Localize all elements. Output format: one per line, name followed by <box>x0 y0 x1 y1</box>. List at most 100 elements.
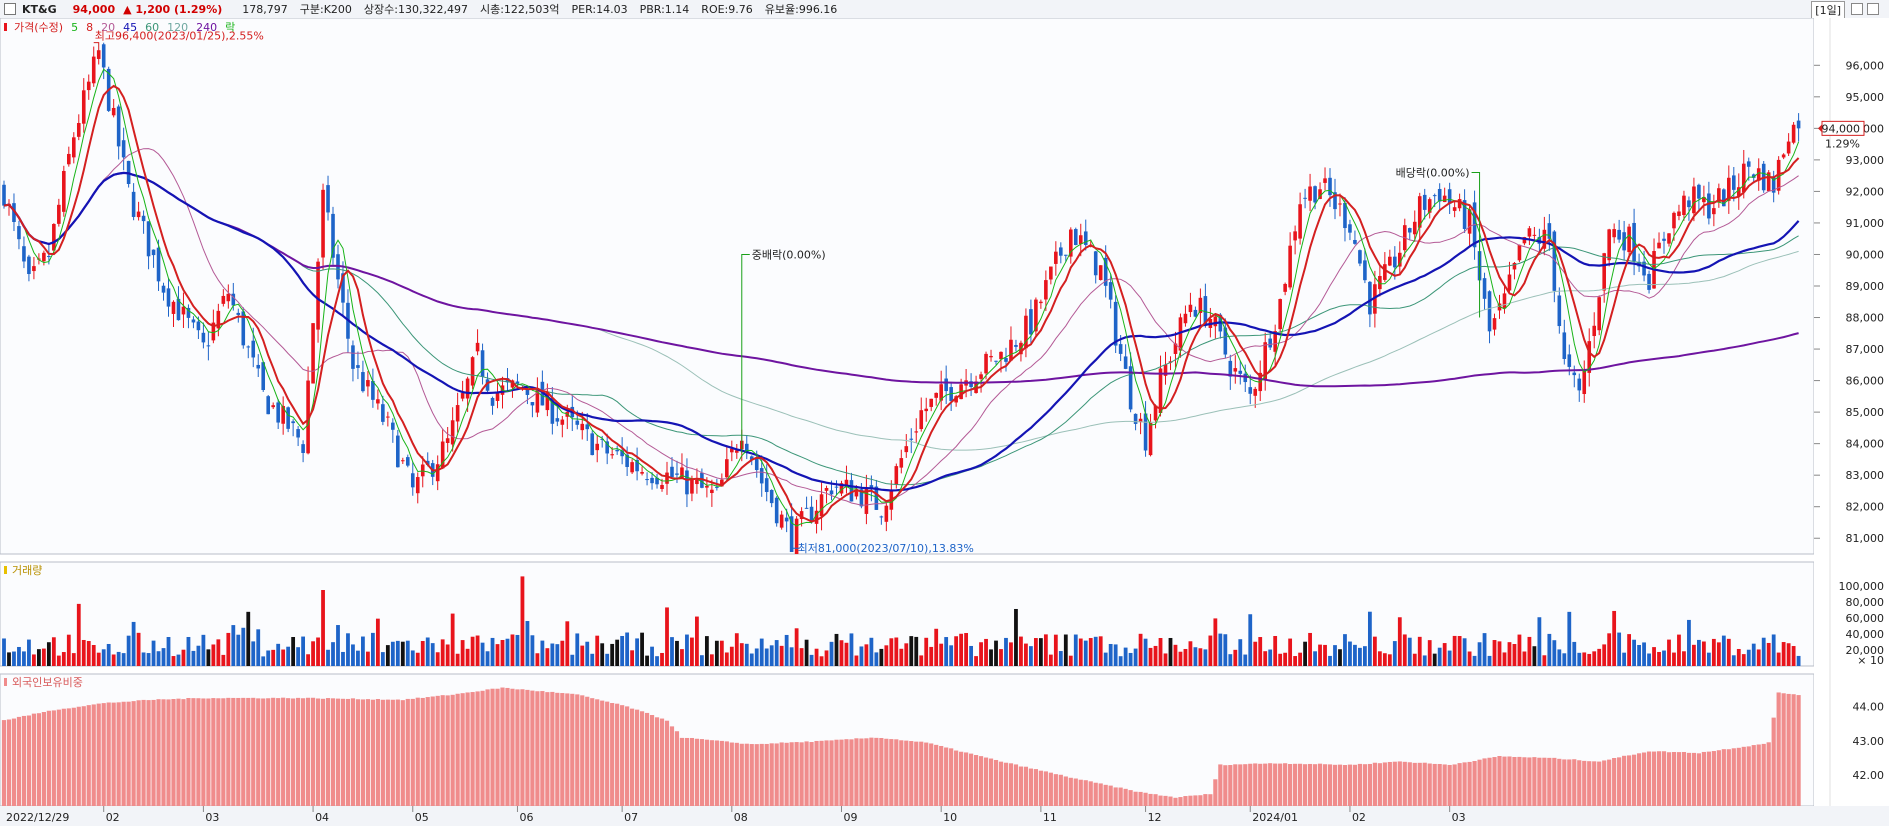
minimize-icon[interactable] <box>1851 3 1863 15</box>
volume-bar <box>61 652 66 666</box>
foreign-ratio-bar <box>615 703 620 806</box>
volume-bar <box>974 656 978 666</box>
info-market-cap: 시총:122,503억 <box>479 3 560 16</box>
volume-bar <box>1043 634 1048 666</box>
candle-body <box>545 392 550 411</box>
volume-bar <box>1697 639 1701 666</box>
foreign-ratio-bar <box>964 752 969 806</box>
volume-bar <box>829 641 834 666</box>
foreign-ratio-bar <box>1278 763 1283 806</box>
volume-bar <box>256 629 261 666</box>
volume-bar <box>575 633 580 666</box>
volume-bar <box>1108 643 1113 666</box>
select-checkbox[interactable] <box>4 3 16 15</box>
candle-body <box>1497 303 1502 311</box>
maximize-icon[interactable] <box>1867 3 1879 15</box>
foreign-ratio-bar <box>1467 761 1472 806</box>
candle-body <box>759 468 764 484</box>
volume-bar <box>1502 652 1507 666</box>
stock-chart[interactable]: 81,000 82,000 83,000 84,000 85,000 86,000 87,0… <box>0 18 1889 826</box>
candle-body <box>1412 221 1417 235</box>
foreign-ratio-bar <box>684 737 690 806</box>
candle-body <box>969 381 973 387</box>
volume-bar <box>804 639 809 666</box>
foreign-ratio-bar <box>1028 768 1034 806</box>
volume-bar <box>610 643 615 666</box>
foreign-ratio-bar <box>395 699 400 806</box>
volume-bar <box>1692 644 1696 666</box>
volume-bar <box>1024 643 1028 666</box>
foreign-ratio-bar <box>1138 791 1143 806</box>
volume-bar <box>271 649 276 666</box>
foreign-ratio-bar <box>555 692 560 806</box>
foreign-ratio-bar <box>505 687 510 806</box>
foreign-ratio-bar <box>1587 761 1592 806</box>
volume-bar <box>1726 638 1731 666</box>
foreign-ratio-bar <box>1397 761 1402 806</box>
volume-bar <box>1472 655 1477 666</box>
foreign-ratio-bar <box>1432 763 1437 806</box>
candle-body <box>296 429 300 438</box>
x-tick-label: 03 <box>1452 811 1466 824</box>
volume-bar <box>1597 648 1602 666</box>
foreign-ratio-bar <box>246 697 251 806</box>
foreign-ratio-bar <box>460 693 465 806</box>
volume-bar <box>1098 636 1103 666</box>
foreign-ratio-bar <box>1223 765 1228 806</box>
candle-body <box>121 140 126 158</box>
volume-bar <box>749 653 754 666</box>
foreign-ratio-bar <box>1173 797 1178 806</box>
volume-bar <box>1746 649 1751 666</box>
foreign-ratio-bar <box>151 699 156 806</box>
foreign-ratio-bar <box>1113 787 1118 806</box>
price-change: ▲ 1,200 (1.29%) <box>123 2 223 16</box>
candle-body <box>834 486 839 488</box>
candle-body <box>1582 369 1587 395</box>
volume-bar <box>789 647 794 666</box>
candle-body <box>251 340 256 358</box>
volume-bar <box>221 654 226 666</box>
volume-bar <box>301 636 305 666</box>
period-selector[interactable]: [1일] <box>1811 1 1845 19</box>
foreign-ratio-bar <box>1636 753 1642 806</box>
foreign-ratio-bar <box>226 697 231 806</box>
foreign-ratio-bar <box>1507 756 1512 806</box>
candle-body <box>1044 280 1048 300</box>
foreign-ratio-bar <box>465 692 470 806</box>
candle-body <box>1223 327 1228 355</box>
candle-body <box>376 399 380 404</box>
candle-body <box>396 435 400 468</box>
volume-bar <box>216 639 221 666</box>
volume-bar <box>1228 654 1233 666</box>
foreign-ratio-bar <box>954 750 959 806</box>
foreign-ratio-bar <box>784 742 789 806</box>
candle-body <box>1103 257 1108 286</box>
foreign-ratio-bar <box>455 693 460 806</box>
candle-body <box>206 345 211 347</box>
volume-bar <box>1622 652 1627 666</box>
foreign-ratio-bar <box>669 726 675 806</box>
candle-body <box>266 396 271 415</box>
volume-bar <box>1612 610 1617 666</box>
volume-bar <box>869 637 874 666</box>
foreign-ratio-bar <box>1337 764 1343 806</box>
volume-bar <box>226 632 231 666</box>
current-price: 94,000 <box>72 2 116 16</box>
candle-body <box>710 489 714 494</box>
foreign-ratio-bar <box>1761 743 1766 806</box>
foreign-ratio-bar <box>41 712 46 806</box>
volume-bar <box>331 642 335 666</box>
foreign-ratio-bar <box>141 699 146 806</box>
candle-body <box>410 473 415 488</box>
candle-body <box>794 518 799 554</box>
foreign-ratio-bar <box>1666 752 1672 806</box>
legend-item: 락 <box>225 21 235 34</box>
volume-bar <box>1363 646 1367 666</box>
foreign-ratio-bar <box>201 698 206 806</box>
volume-bar <box>1602 644 1607 666</box>
candle-body <box>744 443 749 454</box>
volume-bar <box>361 636 365 666</box>
volume-bar <box>1402 634 1407 666</box>
candle-body <box>226 293 231 302</box>
candle-body <box>819 494 824 517</box>
